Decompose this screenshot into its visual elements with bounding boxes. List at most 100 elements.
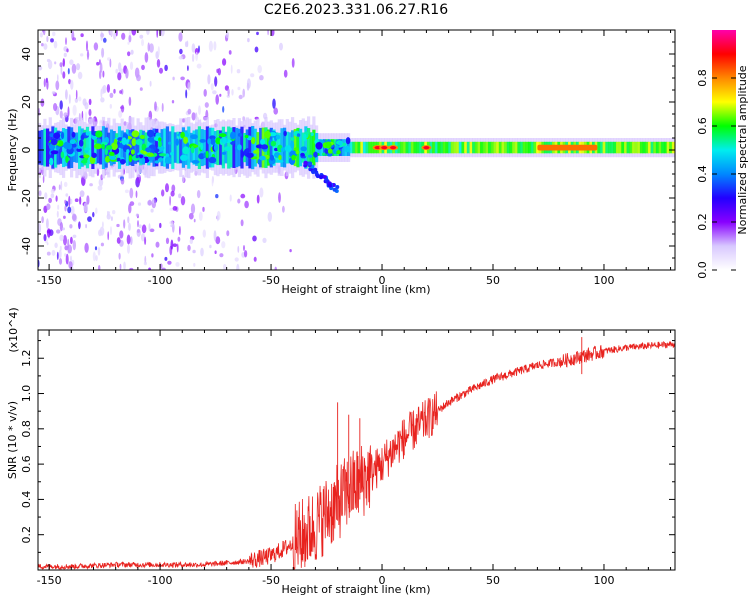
noise-speck (222, 106, 225, 113)
colorbar-tick-label: 0.8 (696, 69, 709, 87)
band-core (501, 141, 505, 154)
noise-speck (128, 96, 132, 107)
noise-speck (75, 89, 78, 100)
noise-speck (41, 216, 44, 224)
band-core (493, 141, 497, 154)
band-core (416, 141, 420, 154)
noise-speck (129, 267, 134, 270)
colorbar-tick-label: 0.4 (696, 165, 709, 183)
band-core (176, 131, 180, 164)
noise-speck (151, 253, 154, 258)
noise-speck (107, 231, 109, 241)
noise-speck (112, 210, 116, 215)
band-blob (208, 156, 217, 164)
band-blob (322, 152, 326, 156)
band-blob (180, 131, 185, 139)
noise-speck (178, 55, 184, 60)
noise-speck (67, 244, 72, 254)
spectrogram-y-tick-label: 40 (20, 47, 33, 61)
band-blob (293, 147, 299, 151)
peak-streak (537, 144, 598, 151)
noise-speck (74, 198, 79, 202)
noise-speck (54, 61, 57, 65)
snr-y-tick-label: 1.0 (20, 385, 33, 403)
band-core (624, 141, 628, 154)
noise-speck (84, 242, 89, 253)
noise-speck (175, 262, 180, 267)
band-blob (325, 141, 332, 149)
noise-speck (64, 205, 67, 212)
band-core (354, 141, 359, 154)
noise-speck (62, 71, 66, 79)
noise-speck (83, 202, 88, 213)
band-blob (182, 146, 190, 155)
snr-y-axis-label: SNR (10 * v/v) (6, 401, 19, 479)
tail-blob (315, 174, 320, 179)
band-blob (250, 137, 256, 145)
spectrogram-y-axis-label: Frequency (Hz) (6, 109, 19, 192)
band-blob (230, 131, 236, 140)
noise-speck (169, 195, 172, 206)
band-blob (131, 130, 140, 138)
noise-speck (65, 253, 69, 265)
noise-speck (213, 41, 217, 51)
spectrogram-y-tick-label: -40 (20, 237, 33, 255)
noise-speck (253, 256, 257, 262)
snr-x-tick-label: 0 (379, 574, 386, 587)
noise-speck (50, 193, 55, 199)
noise-speck (169, 221, 174, 225)
noise-speck (242, 88, 245, 98)
noise-speck (38, 65, 43, 71)
noise-speck (225, 31, 229, 39)
noise-speck (59, 234, 64, 242)
band-core (229, 127, 233, 168)
snr-series-line (38, 340, 675, 570)
band-blob (164, 156, 172, 164)
noise-speck (48, 197, 52, 204)
noise-speck (59, 110, 63, 119)
band-blob (303, 133, 307, 142)
noise-speck (57, 74, 59, 82)
noise-speck (222, 58, 227, 66)
noise-speck (68, 195, 71, 207)
band-core (610, 141, 614, 154)
band-blob (270, 140, 277, 147)
band-core (631, 141, 636, 154)
peak-spot (390, 146, 397, 150)
noise-speck (259, 75, 264, 81)
band-blob (245, 148, 250, 153)
noise-speck (187, 244, 191, 252)
noise-speck (215, 94, 219, 105)
band-blob (158, 153, 167, 157)
noise-speck (123, 121, 127, 126)
band-blob (158, 140, 162, 148)
band-blob (158, 137, 162, 142)
noise-speck (148, 223, 151, 232)
noise-speck (247, 38, 250, 43)
band-core (522, 141, 526, 154)
band-blob (111, 142, 118, 150)
noise-speck (63, 181, 68, 187)
noise-speck (189, 238, 193, 245)
band-blob (104, 147, 108, 156)
noise-speck (59, 100, 63, 110)
noise-speck (116, 237, 121, 244)
noise-speck (76, 63, 81, 71)
noise-speck (43, 30, 46, 36)
noise-speck (237, 245, 240, 253)
noise-speck (141, 224, 147, 234)
snr-y-tick-label: 0.6 (20, 455, 33, 473)
noise-speck (125, 68, 129, 79)
noise-speck (100, 33, 105, 38)
noise-speck (72, 240, 77, 251)
band-core (357, 141, 361, 154)
noise-speck (66, 48, 69, 53)
snr-y-tick-label: 1.2 (20, 349, 33, 367)
snr-exponent-label: (x10^4) (7, 307, 20, 352)
noise-speck (64, 253, 67, 257)
noise-speck (130, 236, 133, 246)
noise-speck (98, 265, 101, 270)
noise-speck (138, 224, 142, 228)
band-blob (95, 130, 103, 138)
band-blob (139, 134, 145, 140)
